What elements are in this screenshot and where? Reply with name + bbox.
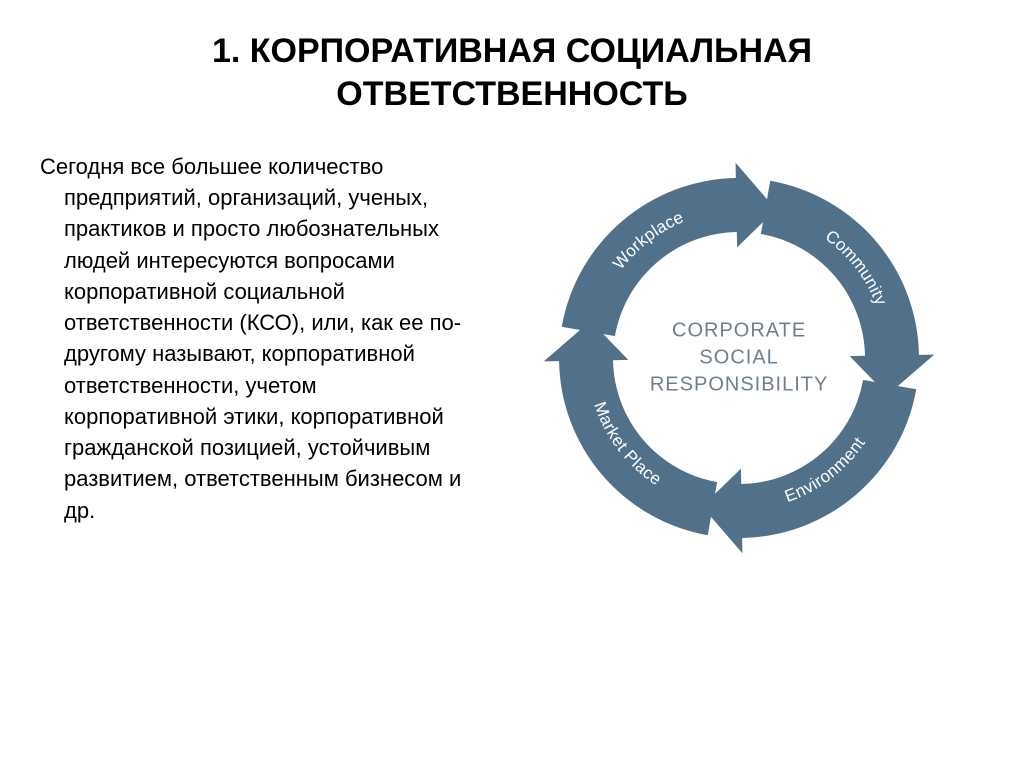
diagram-column: CommunityEnvironmentMarket PlaceWorkplac… [494, 143, 984, 573]
center-line-2: SOCIAL [629, 345, 849, 372]
center-line-3: RESPONSIBILITY [629, 372, 849, 399]
slide-title: 1. КОРПОРАТИВНАЯ СОЦИАЛЬНАЯ ОТВЕТСТВЕННО… [40, 30, 984, 115]
body-paragraph: Сегодня все большее количество предприят… [40, 151, 474, 526]
diagram-center-label: CORPORATE SOCIAL RESPONSIBILITY [629, 318, 849, 399]
body-text-column: Сегодня все большее количество предприят… [40, 143, 474, 526]
content-row: Сегодня все большее количество предприят… [40, 143, 984, 737]
slide: 1. КОРПОРАТИВНАЯ СОЦИАЛЬНАЯ ОТВЕТСТВЕННО… [0, 0, 1024, 767]
csr-cycle-diagram: CommunityEnvironmentMarket PlaceWorkplac… [524, 143, 954, 573]
center-line-1: CORPORATE [629, 318, 849, 345]
cycle-segment [562, 163, 776, 336]
cycle-segment [702, 380, 916, 553]
